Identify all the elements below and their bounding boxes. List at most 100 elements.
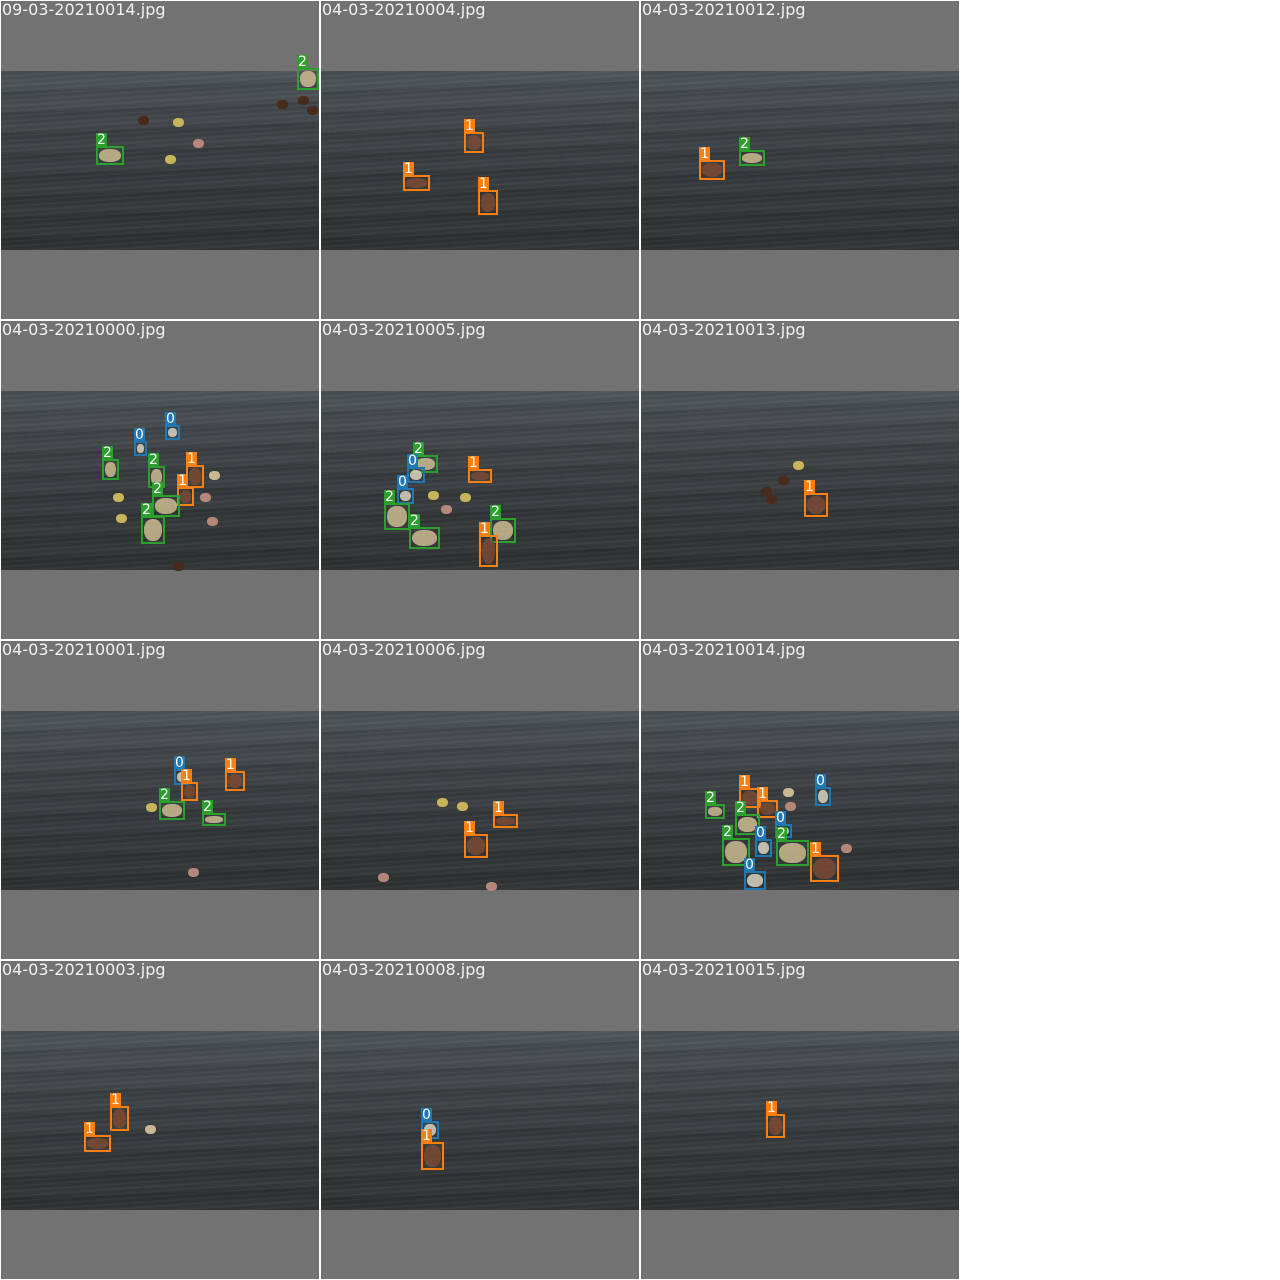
bounding-box-class-1 [468,469,492,483]
class-label: 0 [397,474,408,490]
food-item [777,475,789,485]
food-item [485,881,497,891]
filename-label: 04-03-20210004.jpg [322,1,486,19]
class-label: 2 [141,502,152,518]
bounding-box-class-1 [181,782,198,801]
bounding-box-class-2 [102,459,119,480]
bounding-box-class-0 [815,787,831,806]
bounding-box-class-1 [464,834,488,858]
bounding-box-class-1 [84,1135,111,1152]
class-label: 1 [699,146,710,162]
detected-object [467,837,485,855]
filename-label: 04-03-20210005.jpg [322,321,486,339]
class-label: 1 [186,451,197,467]
bounding-box-class-1 [804,493,828,517]
food-item [164,154,176,164]
detected-object [769,1117,782,1135]
bounding-box-class-2 [409,527,440,549]
bounding-box-class-1 [464,132,484,153]
class-label: 1 [739,774,750,790]
class-label: 2 [152,481,163,497]
class-label: 0 [775,810,786,826]
image-tile: 1 1 04-03-20210006.jpg [321,641,639,959]
class-label: 0 [174,755,185,771]
class-label: 2 [722,824,733,840]
bounding-box-class-1 [757,800,778,818]
image-tile: 2 0 1 0 2 2 2 1 04-03-20210005.jpg [321,321,639,639]
bounding-box-class-1 [225,771,245,791]
class-label: 0 [407,453,418,469]
image-tile: 1 1 04-03-20210003.jpg [1,961,319,1279]
table-photo [321,711,639,890]
class-label: 0 [134,427,145,443]
detected-object [144,519,162,541]
table-photo [641,71,959,250]
detected-object [493,521,513,540]
table-photo [641,1031,959,1210]
food-item [144,1124,156,1134]
bounding-box-class-2 [776,840,809,866]
class-label: 2 [739,136,750,152]
class-label: 1 [478,176,489,192]
bounding-box-class-2 [152,495,180,517]
food-item [840,843,852,853]
detected-object [412,530,437,546]
bounding-box-class-2 [202,813,226,826]
food-item [765,494,777,504]
food-item [760,486,772,496]
class-label: 2 [384,489,395,505]
bounding-box-class-0 [134,441,147,456]
class-label: 1 [464,118,475,134]
detected-object [137,444,144,453]
bounding-box-class-2 [705,804,725,819]
class-label: 2 [202,799,213,815]
bounding-box-class-2 [490,518,516,543]
class-label: 2 [490,504,501,520]
class-label: 1 [464,820,475,836]
detected-object [162,804,182,817]
food-item [276,99,288,109]
bounding-box-class-2 [141,516,165,544]
class-label: 1 [766,1100,777,1116]
food-item [792,460,804,470]
class-label: 1 [757,786,768,802]
bounding-box-class-1 [493,814,518,828]
food-item [208,470,220,480]
detected-object [496,817,515,825]
detected-object [99,149,121,162]
detected-object [228,774,242,788]
class-label: 1 [403,161,414,177]
food-item [145,802,157,812]
detected-object [400,491,411,501]
food-item [192,138,204,148]
food-item [436,797,448,807]
class-label: 1 [804,479,815,495]
image-tile: 1 04-03-20210013.jpg [641,321,959,639]
class-label: 2 [148,452,159,468]
detected-object [742,791,758,805]
food-item [440,504,452,514]
class-label: 2 [735,800,746,816]
detected-object [738,817,757,832]
food-item [456,801,468,811]
class-label: 1 [181,768,192,784]
class-label: 0 [815,773,826,789]
image-tile: 1 04-03-20210015.jpg [641,961,959,1279]
food-item [459,492,471,502]
bounding-box-class-2 [722,838,750,866]
detected-object [760,803,775,815]
food-item [137,115,149,125]
table-photo [321,1031,639,1210]
table-photo [1,1031,319,1210]
class-label: 2 [413,441,424,457]
detected-object [742,153,762,163]
class-label: 2 [776,826,787,842]
detected-object [87,1138,108,1149]
filename-label: 04-03-20210006.jpg [322,641,486,659]
detected-object [113,1109,126,1128]
food-item [199,492,211,502]
table-photo [1,71,319,250]
table-photo [641,391,959,570]
bounding-box-class-0 [744,871,766,890]
detected-object [813,858,836,879]
